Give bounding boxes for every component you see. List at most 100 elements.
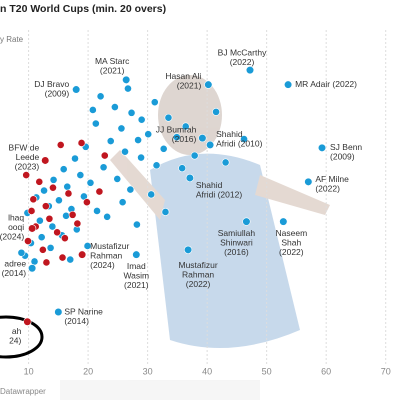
labeled-point [72,85,81,94]
point [42,258,51,267]
highlight-ellipse [0,315,44,359]
point [137,153,145,162]
labeled-point [206,140,215,150]
x-tick-label: 10 [24,366,34,376]
point [49,175,58,184]
labeled-point [185,173,194,183]
point [77,139,86,147]
labeled-point [245,66,255,75]
point [73,219,82,228]
labeled-point [283,80,293,89]
point [55,196,63,205]
labeled-point [54,307,63,317]
point-label: (2023) [15,162,40,172]
point-label: Shahid [196,180,223,190]
x-tick-label: 20 [83,366,93,376]
point [134,136,142,144]
point-label: Afridi (2010) [216,139,262,149]
point [93,207,101,215]
point-label: (2022) [186,279,211,289]
labeled-point [317,143,327,152]
point-label: Shah [281,237,301,247]
point-label: adree [4,259,26,269]
point [38,245,47,254]
point-label: AF Milne [315,174,349,184]
point [35,177,44,186]
point-label: Leede [16,152,40,162]
point-label: (2016) [224,247,249,257]
point [240,135,248,143]
point [17,248,26,257]
point [95,187,104,196]
point [221,158,230,167]
point [172,133,181,142]
source: Datawrapper [0,387,46,396]
point-label: DJ Bravo [34,79,69,89]
point-label: SJ Benn [330,142,362,152]
x-tick-label: 40 [202,366,212,376]
point [58,253,67,262]
point-label: Afridi (2012) [196,190,242,200]
point [100,151,109,160]
point [63,182,72,191]
point-label: Mustafizur [90,241,129,251]
point [48,222,57,231]
point-label: MR Adair (2022) [295,79,357,89]
point [190,151,199,160]
point-label: (2021) [124,280,149,290]
point [159,144,168,153]
point-label: Naseem [276,228,308,238]
point [121,147,129,156]
point [71,154,79,163]
point-label: Shinwari [220,237,253,247]
point-label: (2014) [2,268,27,278]
point [37,233,46,242]
labeled-point [132,250,141,259]
point-label: (2009) [330,152,355,162]
point [161,208,170,216]
point-label: (2021) [177,80,202,90]
point [53,228,62,237]
x-tick-label: 60 [321,366,331,376]
point [66,255,75,264]
labeled-point [204,80,213,89]
point-label: BJ McCarthy [218,47,267,57]
labeled-point [122,75,131,84]
point [137,115,146,124]
point [127,108,136,117]
point [212,107,220,116]
point-label: 24) [9,335,21,345]
point [83,242,92,250]
point [91,119,100,128]
labeled-point [28,264,37,273]
labeled-point [242,217,251,226]
point [110,103,119,111]
point [64,189,73,198]
chart-title: n T20 World Cups (min. 20 overs) [0,3,166,15]
point [24,237,32,245]
x-tick-label: 70 [381,366,391,376]
point [150,98,159,107]
point-label: (2021) [100,66,125,76]
point [181,122,190,131]
point [124,84,132,93]
point-label: (2024) [90,260,115,270]
point-label: (2022) [279,247,304,257]
point [144,130,153,139]
point [27,207,36,215]
point [86,178,95,187]
point [29,195,38,204]
point [45,214,54,223]
point-label: SP Narine [64,306,103,316]
point-label: Shahid [216,129,243,139]
point [106,137,115,145]
point [126,185,135,194]
point [30,257,39,266]
point [68,210,77,219]
point-label: (2009) [45,88,70,98]
point [49,183,57,192]
point [117,124,126,133]
point [46,243,55,252]
point [164,113,173,122]
